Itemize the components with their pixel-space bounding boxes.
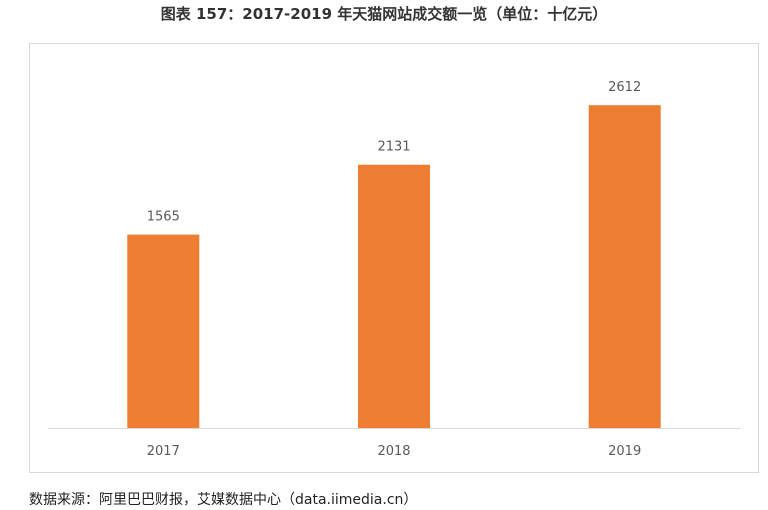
data-label-2017: 1565	[147, 210, 180, 225]
bar-2017	[127, 234, 200, 428]
x-tick-label-2019: 2019	[608, 444, 641, 459]
x-tick-label-2018: 2018	[377, 444, 410, 459]
data-source-note: 数据来源：阿里巴巴财报，艾媒数据中心（data.iimedia.cn）	[29, 492, 418, 508]
chart-title: 图表 157：2017-2019 年天猫网站成交额一览（单位：十亿元）	[160, 5, 608, 23]
chart-frame: 1565 2017 2131 2018 2612 2019	[29, 43, 759, 473]
data-label-2019: 2612	[608, 80, 641, 95]
data-label-2018: 2131	[377, 140, 410, 155]
bar-chart: 1565 2017 2131 2018 2612 2019	[48, 80, 740, 459]
bar-2019	[588, 105, 661, 428]
x-tick-label-2017: 2017	[147, 444, 180, 459]
bar-2018	[358, 164, 430, 428]
